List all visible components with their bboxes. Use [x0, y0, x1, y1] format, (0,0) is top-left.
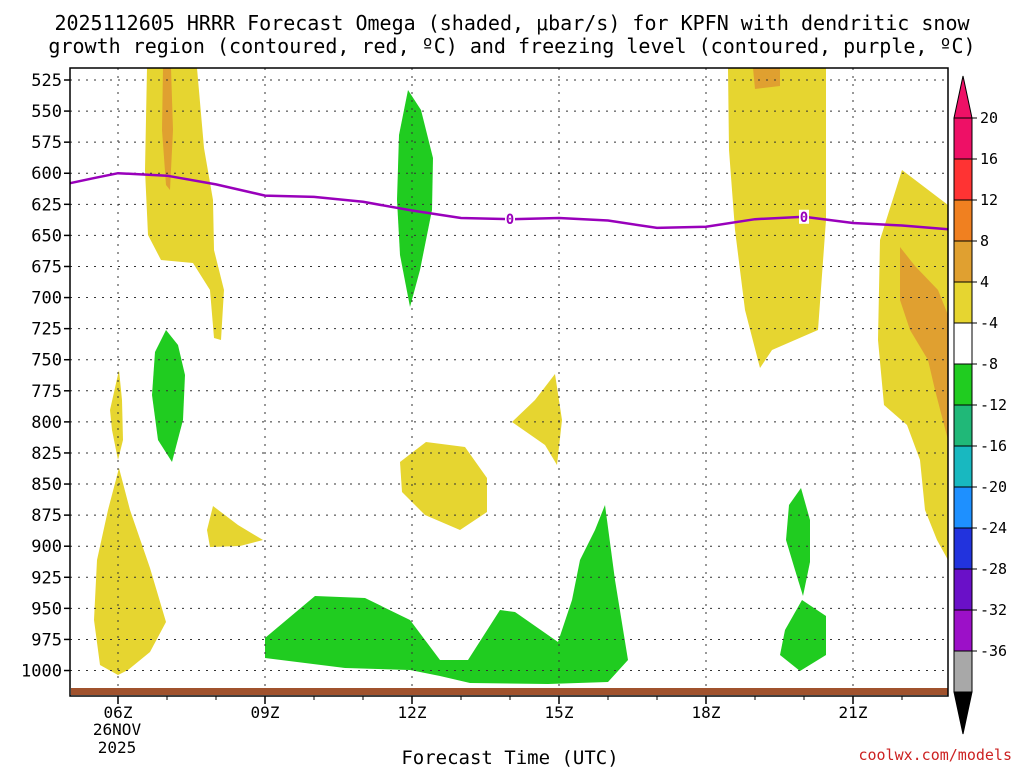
y-tick-label: 725 — [31, 320, 62, 340]
colorbar-swatch — [953, 363, 973, 406]
date-label-year: 2025 — [98, 738, 137, 757]
freezing-label-bg — [799, 209, 809, 224]
upward-weak-14z-mid — [512, 374, 562, 465]
colorbar-tick-label: -12 — [980, 396, 1007, 414]
colorbar-tick-label: 4 — [980, 273, 989, 291]
y-tick-label: 650 — [31, 226, 62, 246]
x-tick-label: 15Z — [545, 703, 574, 722]
freezing-label-bg — [505, 212, 515, 227]
colorbar-swatch — [953, 281, 973, 324]
colorbar-swatch — [953, 486, 973, 529]
upward-weak-13z-mid — [400, 442, 487, 530]
downward-07z-mid — [152, 330, 185, 462]
upward-weak-06z-low — [94, 468, 166, 675]
y-tick-label: 875 — [31, 506, 62, 526]
colorbar-swatch — [953, 650, 973, 693]
colorbar-tick-label: -16 — [980, 437, 1007, 455]
y-tick-label: 750 — [31, 351, 62, 371]
y-axis: 525 550 575 600 625 650 675 700 725 750 775 800 825 8… — [21, 71, 70, 682]
y-tick-label: 700 — [31, 289, 62, 309]
x-axis-title: Forecast Time (UTC) — [401, 747, 618, 768]
y-tick-label: 525 — [31, 71, 62, 91]
colorbar-swatch — [953, 527, 973, 570]
y-tick-label: 925 — [31, 568, 62, 588]
upward-weak-22z-right — [878, 170, 948, 560]
colorbar-tick-label: -8 — [980, 355, 998, 373]
colorbar-tick-label: -36 — [980, 642, 1007, 660]
y-tick-label: 575 — [31, 133, 62, 153]
freezing-level-line — [69, 171, 949, 231]
x-tick-label: 12Z — [398, 703, 427, 722]
plot-frame — [69, 67, 949, 697]
upward-weak-06z-mid — [110, 370, 123, 460]
downward-20z-low-b — [780, 600, 826, 671]
ground-bar — [71, 688, 948, 695]
colorbar-tick-label: 20 — [980, 109, 998, 127]
colorbar-tick-label: 12 — [980, 191, 998, 209]
colorbar-over-arrow — [953, 75, 973, 119]
y-tick-label: 800 — [31, 413, 62, 433]
upward-moderate-19z-core — [753, 68, 780, 89]
colorbar: 20 16 12 8 4 -4 -8 -12 -16 -20 -24 -28 -32 -36 — [953, 75, 1007, 735]
downward-20z-low — [786, 488, 810, 596]
colorbar-swatch — [953, 404, 973, 447]
x-tick-label: 18Z — [692, 703, 721, 722]
colorbar-swatch — [953, 240, 973, 283]
y-tick-label: 825 — [31, 444, 62, 464]
y-tick-label: 975 — [31, 630, 62, 650]
colorbar-tick-label: -24 — [980, 519, 1007, 537]
x-tick-label: 06Z — [104, 703, 133, 722]
x-tick-label: 09Z — [251, 703, 280, 722]
x-axis: 06Z 09Z 12Z 15Z 18Z 21Z — [104, 696, 903, 722]
downward-12z-upper — [397, 90, 433, 307]
colorbar-under-arrow — [953, 691, 973, 735]
colorbar-tick-label: -4 — [980, 314, 998, 332]
colorbar-swatch — [953, 609, 973, 652]
chart-title-line-2: growth region (contoured, red, ºC) and f… — [48, 34, 975, 58]
chart-title-line-1: 2025112605 HRRR Forecast Omega (shaded, … — [54, 11, 970, 35]
colorbar-swatch — [953, 445, 973, 488]
colorbar-tick-label: -20 — [980, 478, 1007, 496]
y-tick-label: 625 — [31, 195, 62, 215]
x-tick-label: 21Z — [839, 703, 868, 722]
colorbar-tick-label: -32 — [980, 601, 1007, 619]
colorbar-swatch — [953, 199, 973, 242]
y-tick-label: 950 — [31, 599, 62, 619]
colorbar-tick-label: 16 — [980, 150, 998, 168]
freezing-level-contour: 0 0 — [69, 171, 949, 231]
upward-weak-06z-upper — [145, 68, 224, 340]
y-tick-label: 850 — [31, 475, 62, 495]
upward-moderate-07z-core — [162, 68, 173, 190]
colorbar-tick-label: 8 — [980, 232, 989, 250]
credit-text: coolwx.com/models — [858, 746, 1012, 764]
colorbar-tick-label: -28 — [980, 560, 1007, 578]
y-tick-label: 550 — [31, 102, 62, 122]
y-tick-label: 900 — [31, 537, 62, 557]
y-tick-label: 775 — [31, 382, 62, 402]
colorbar-swatch — [953, 568, 973, 611]
downward-low-09z-17z — [265, 505, 628, 684]
colorbar-swatch — [953, 322, 973, 365]
omega-shading-layer — [94, 68, 948, 684]
y-tick-label: 675 — [31, 257, 62, 277]
freezing-level-label-2: 0 — [800, 210, 808, 226]
y-tick-label: 1000 — [21, 662, 62, 682]
colorbar-swatch — [953, 158, 973, 201]
upward-moderate-22z-core — [900, 247, 948, 440]
date-label-day: 26NOV — [93, 720, 142, 739]
freezing-level-label: 0 — [506, 212, 514, 228]
upward-weak-08z-low — [207, 506, 263, 547]
y-tick-label: 600 — [31, 164, 62, 184]
colorbar-swatch — [953, 117, 973, 160]
